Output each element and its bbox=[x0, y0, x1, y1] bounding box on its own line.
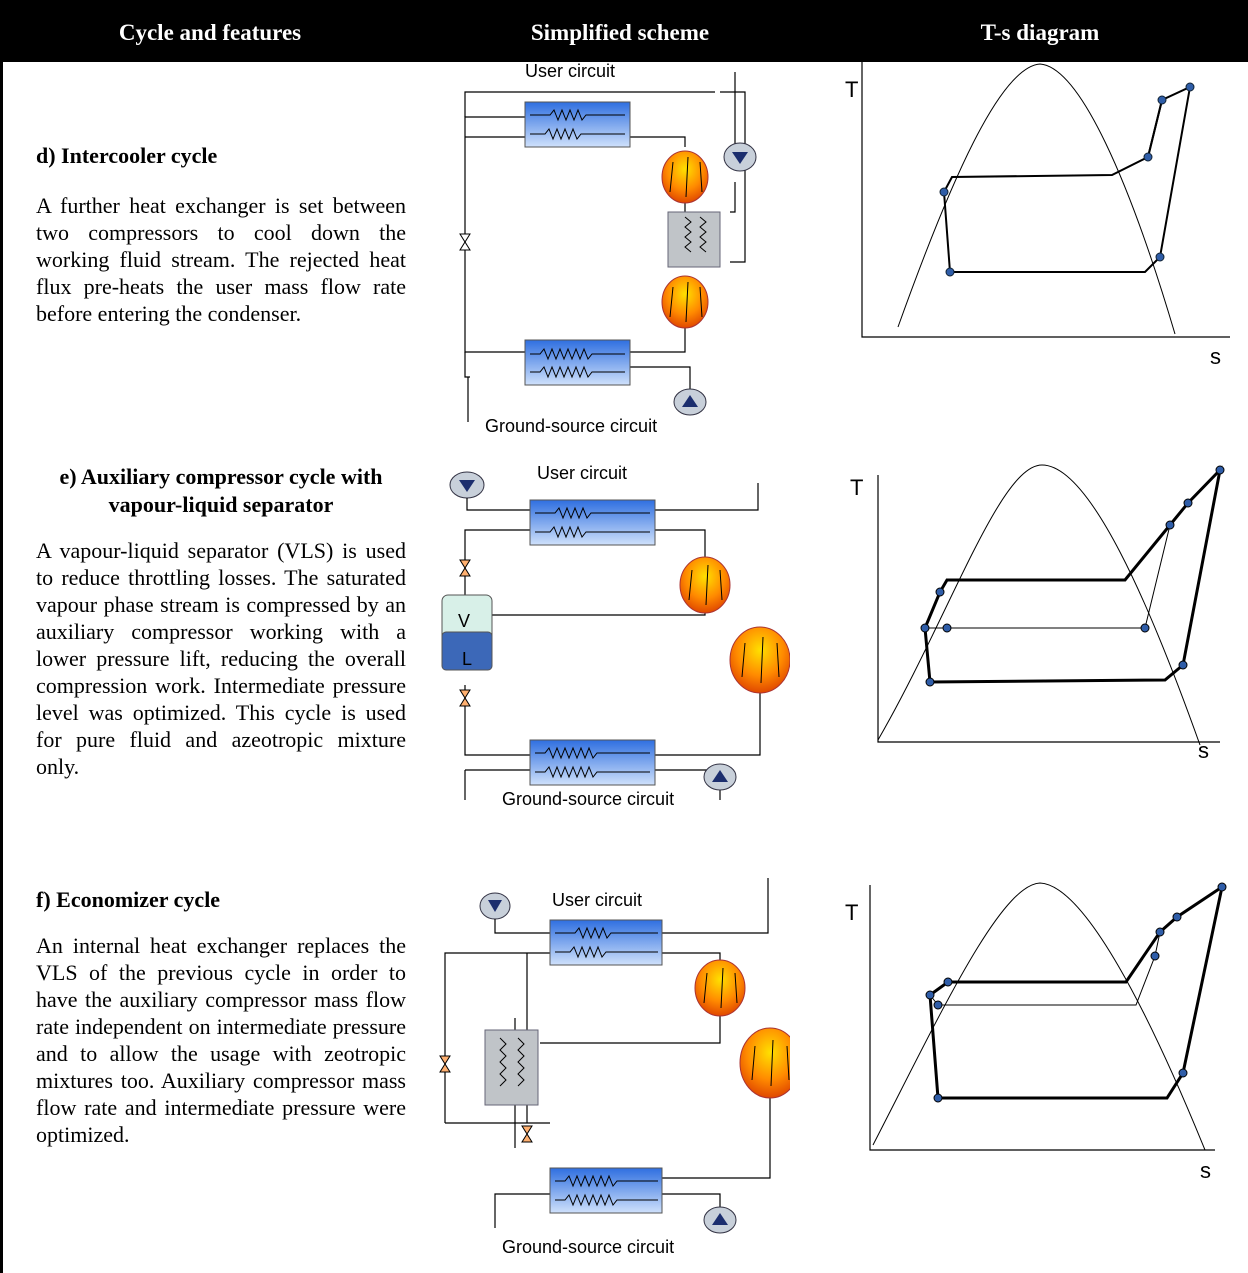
state-points bbox=[939, 82, 1195, 277]
vls-l-label: L bbox=[462, 649, 472, 669]
expansion-valve-2-icon bbox=[459, 689, 471, 707]
expansion-valve-1-icon bbox=[459, 559, 471, 577]
saturation-dome bbox=[877, 464, 1201, 746]
ground-circuit-label: Ground-source circuit bbox=[502, 1237, 674, 1257]
header-cycle-and-features: Cycle and features bbox=[118, 20, 302, 45]
section-f-title: f) Economizer cycle bbox=[36, 887, 221, 912]
evaporator-hx bbox=[549, 1167, 663, 1214]
ts-s-axis-label: s bbox=[1200, 1158, 1211, 1183]
condenser-hx bbox=[529, 499, 656, 546]
user-circuit-label: User circuit bbox=[552, 890, 642, 910]
section-f-body: An internal heat exchanger replaces the … bbox=[36, 933, 406, 1147]
table-left-border bbox=[0, 62, 3, 1273]
section-d-title: d) Intercooler cycle bbox=[36, 143, 218, 168]
table-header: Cycle and features Simplified scheme T-s… bbox=[0, 0, 1248, 62]
ground-circuit-label: Ground-source circuit bbox=[485, 416, 657, 436]
intercooler-hx bbox=[667, 211, 721, 268]
ts-t-axis-label: T bbox=[845, 77, 858, 102]
compressor-high-icon bbox=[661, 150, 709, 204]
scheme-e: User circuit V L Ground-source circuit bbox=[441, 463, 790, 809]
ground-circuit-label: Ground-source circuit bbox=[502, 789, 674, 809]
expansion-valve-1-icon bbox=[439, 1055, 451, 1073]
compressor-main-icon bbox=[729, 626, 790, 694]
saturation-dome bbox=[897, 63, 1176, 335]
user-circuit-label: User circuit bbox=[537, 463, 627, 483]
evaporator-hx bbox=[529, 739, 656, 786]
ts-diagram-d: T s bbox=[845, 62, 1230, 369]
section-e-body: A vapour-liquid separator (VLS) is used … bbox=[36, 538, 406, 779]
state-points bbox=[920, 465, 1225, 687]
ts-s-axis-label: s bbox=[1210, 344, 1221, 369]
user-circuit-label: User circuit bbox=[525, 62, 615, 81]
header-ts-diagram: T-s diagram bbox=[980, 20, 1100, 45]
ts-t-axis-label: T bbox=[845, 900, 858, 925]
compressor-low-icon bbox=[661, 275, 709, 329]
saturation-dome bbox=[872, 882, 1206, 1151]
scheme-f: User circuit Ground-source circuit bbox=[439, 878, 790, 1257]
ts-t-axis-label: T bbox=[850, 475, 863, 500]
ts-diagram-f: T s bbox=[845, 882, 1227, 1183]
scheme-d: User circuit Ground-source circuit bbox=[459, 62, 757, 436]
section-d-body: A further heat exchanger is set between … bbox=[36, 193, 406, 326]
ts-diagram-e: T s bbox=[850, 464, 1225, 763]
compressor-aux-icon bbox=[694, 959, 746, 1017]
section-e-title: e) Auxiliary compressor cycle with vapou… bbox=[59, 464, 383, 517]
condenser-hx bbox=[524, 101, 631, 148]
section-d-text: d) Intercooler cycle A further heat exch… bbox=[36, 142, 406, 327]
header-simplified-scheme: Simplified scheme bbox=[530, 20, 710, 45]
economizer-hx bbox=[484, 1029, 539, 1106]
condenser-hx bbox=[549, 919, 663, 966]
vls-v-label: V bbox=[458, 611, 470, 631]
expansion-valve-icon bbox=[459, 233, 471, 251]
evaporator-hx bbox=[524, 339, 631, 386]
compressor-aux-icon bbox=[679, 556, 731, 614]
section-f-text: f) Economizer cycle An internal heat exc… bbox=[36, 886, 406, 1148]
ts-s-axis-label: s bbox=[1198, 738, 1209, 763]
expansion-valve-2-icon bbox=[521, 1125, 533, 1143]
compressor-main-icon bbox=[739, 1027, 790, 1099]
state-points bbox=[925, 882, 1227, 1103]
section-e-text: e) Auxiliary compressor cycle with vapou… bbox=[36, 463, 406, 780]
